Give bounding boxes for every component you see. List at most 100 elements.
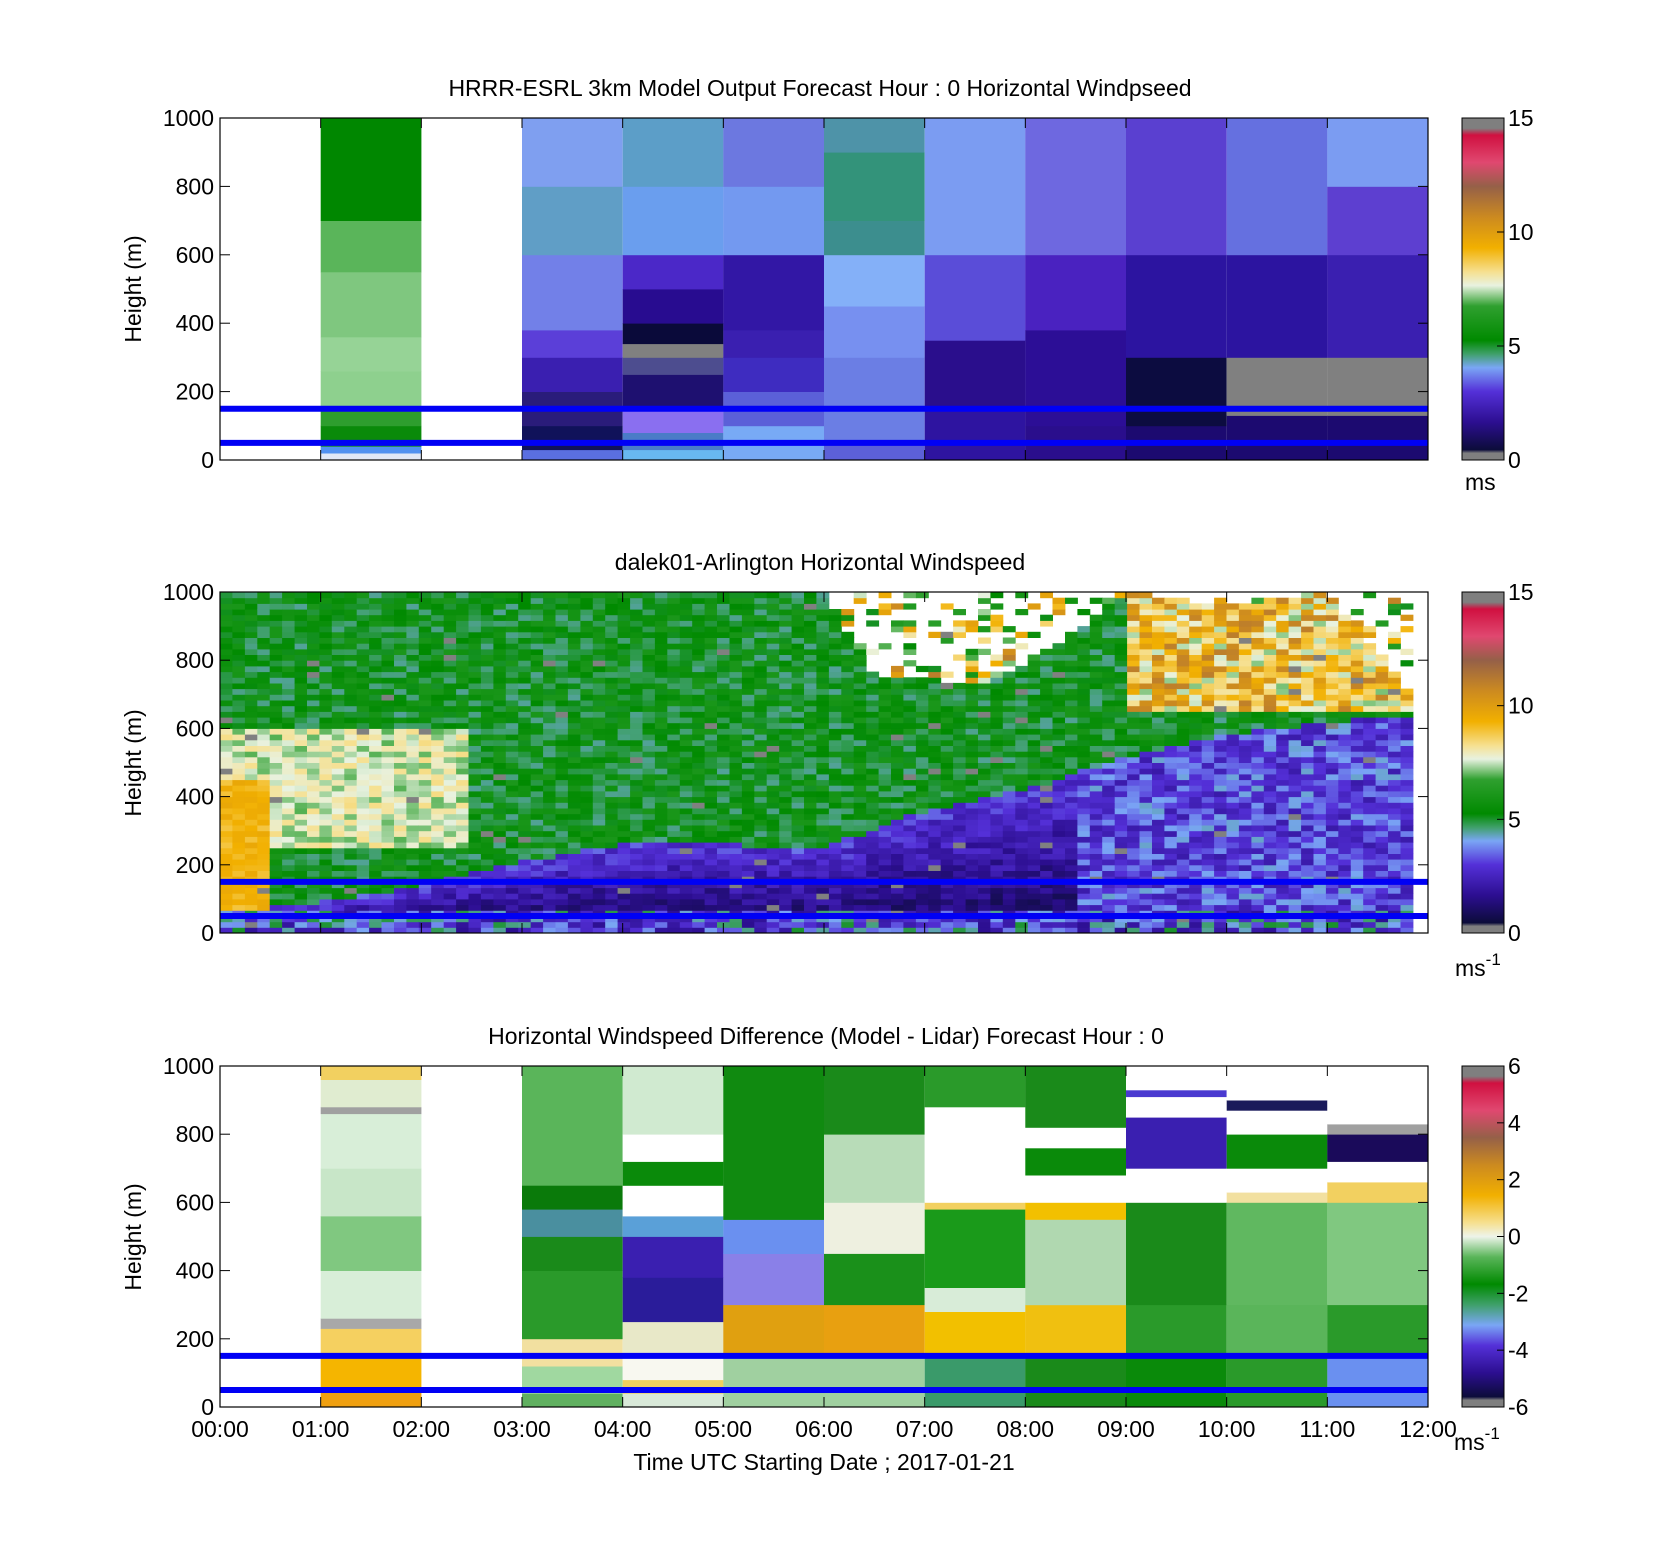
heatmap-cell bbox=[1214, 808, 1227, 815]
heatmap-cell bbox=[828, 739, 842, 746]
heatmap-cell bbox=[493, 893, 507, 900]
heatmap-cell bbox=[679, 665, 693, 673]
heatmap-cell bbox=[1040, 671, 1053, 678]
heatmap-cell bbox=[1152, 682, 1165, 690]
heatmap-cell bbox=[319, 802, 333, 809]
heatmap-cell bbox=[791, 819, 805, 826]
heatmap-cell bbox=[841, 631, 855, 638]
heatmap-cell bbox=[530, 597, 544, 604]
heatmap-cell bbox=[741, 870, 755, 877]
heatmap-cell bbox=[878, 808, 892, 815]
heatmap-cell bbox=[866, 728, 880, 735]
heatmap-cell bbox=[1189, 762, 1203, 769]
heatmap-cell bbox=[406, 734, 420, 741]
heatmap-cell bbox=[1189, 796, 1203, 803]
heatmap-cell bbox=[853, 717, 867, 724]
heatmap-cell bbox=[319, 694, 333, 701]
heatmap-cell bbox=[1226, 631, 1240, 638]
heatmap-cell bbox=[381, 592, 395, 599]
heatmap-cell bbox=[965, 813, 979, 820]
heatmap-cell bbox=[791, 700, 805, 707]
heatmap-cell bbox=[307, 739, 320, 746]
heatmap-cell bbox=[1040, 864, 1053, 871]
heatmap-cell bbox=[1152, 773, 1165, 781]
heatmap-cell bbox=[257, 677, 271, 684]
heatmap-cell bbox=[1152, 700, 1165, 707]
heatmap-cell bbox=[903, 648, 917, 655]
heatmap-cell bbox=[779, 796, 793, 803]
heatmap-cell bbox=[381, 739, 395, 746]
heatmap-cell bbox=[555, 734, 569, 741]
heatmap-cell bbox=[269, 904, 283, 911]
heatmap-cell bbox=[1214, 643, 1227, 650]
heatmap-cell bbox=[456, 813, 469, 820]
heatmap-cell bbox=[878, 722, 892, 729]
heatmap-cell bbox=[580, 825, 594, 832]
heatmap-cell bbox=[443, 654, 457, 661]
heatmap-cell bbox=[394, 893, 407, 900]
heatmap-cell bbox=[369, 637, 382, 644]
heatmap-cell bbox=[1015, 631, 1029, 638]
heatmap-cell bbox=[1251, 842, 1265, 849]
heatmap-cell bbox=[1114, 711, 1128, 718]
heatmap-cell bbox=[990, 592, 1004, 599]
heatmap-cell bbox=[406, 853, 420, 860]
heatmap-cell bbox=[1040, 654, 1053, 661]
heatmap-cell bbox=[605, 830, 619, 837]
heatmap-cell bbox=[1114, 779, 1128, 786]
heatmap-cell bbox=[940, 847, 954, 854]
heatmap-cell bbox=[1226, 864, 1240, 871]
heatmap-cell bbox=[294, 682, 308, 690]
heatmap-cell bbox=[1077, 842, 1091, 849]
heatmap-cell bbox=[704, 734, 718, 741]
heatmap-cell bbox=[418, 739, 432, 746]
heatmap-cell bbox=[791, 597, 805, 604]
heatmap-cell bbox=[804, 677, 817, 684]
heatmap-cell bbox=[903, 859, 917, 866]
heatmap-cell bbox=[1040, 830, 1053, 837]
heatmap-cell bbox=[1040, 842, 1053, 849]
heatmap-cell bbox=[456, 847, 469, 854]
heatmap-cell bbox=[555, 916, 569, 923]
heatmap-cell bbox=[766, 785, 780, 792]
heatmap-cell bbox=[940, 637, 954, 644]
heatmap-cell bbox=[692, 751, 706, 758]
heatmap-cell bbox=[617, 853, 631, 860]
heatmap-cell bbox=[269, 819, 283, 826]
heatmap-cell bbox=[630, 739, 643, 746]
heatmap-cell bbox=[630, 864, 643, 871]
heatmap-cell bbox=[592, 751, 606, 758]
heatmap-cell bbox=[692, 893, 706, 900]
heatmap-cell bbox=[244, 779, 258, 786]
heatmap-cell bbox=[1152, 859, 1165, 866]
heatmap-cell bbox=[244, 631, 258, 638]
heatmap-cell bbox=[940, 870, 954, 877]
heatmap-cell bbox=[493, 722, 507, 729]
heatmap-cell bbox=[431, 643, 445, 650]
heatmap-cell bbox=[443, 620, 457, 627]
heatmap-cell bbox=[1077, 648, 1091, 655]
heatmap-cell bbox=[990, 802, 1004, 809]
heatmap-cell bbox=[1065, 637, 1078, 644]
heatmap-cell bbox=[804, 870, 817, 877]
heatmap-cell bbox=[394, 921, 407, 928]
heatmap-cell bbox=[741, 779, 755, 786]
heatmap-cell bbox=[605, 637, 619, 644]
heatmap-cell bbox=[804, 694, 817, 701]
heatmap-cell bbox=[418, 614, 432, 621]
heatmap-cell bbox=[555, 660, 569, 667]
heatmap-cell bbox=[307, 773, 320, 781]
heatmap-cell bbox=[406, 603, 420, 610]
heatmap-cell bbox=[791, 790, 805, 798]
heatmap-cell bbox=[220, 921, 233, 928]
heatmap-cell bbox=[891, 893, 904, 900]
heatmap-cell bbox=[617, 785, 631, 792]
heatmap-cell bbox=[754, 597, 768, 604]
heatmap-cell bbox=[667, 825, 681, 832]
heatmap-cell bbox=[766, 773, 780, 781]
heatmap-cell bbox=[741, 881, 755, 889]
heatmap-cell bbox=[679, 842, 693, 849]
heatmap-cell bbox=[667, 665, 681, 673]
heatmap-cell bbox=[642, 614, 656, 621]
heatmap-cell bbox=[269, 682, 283, 690]
